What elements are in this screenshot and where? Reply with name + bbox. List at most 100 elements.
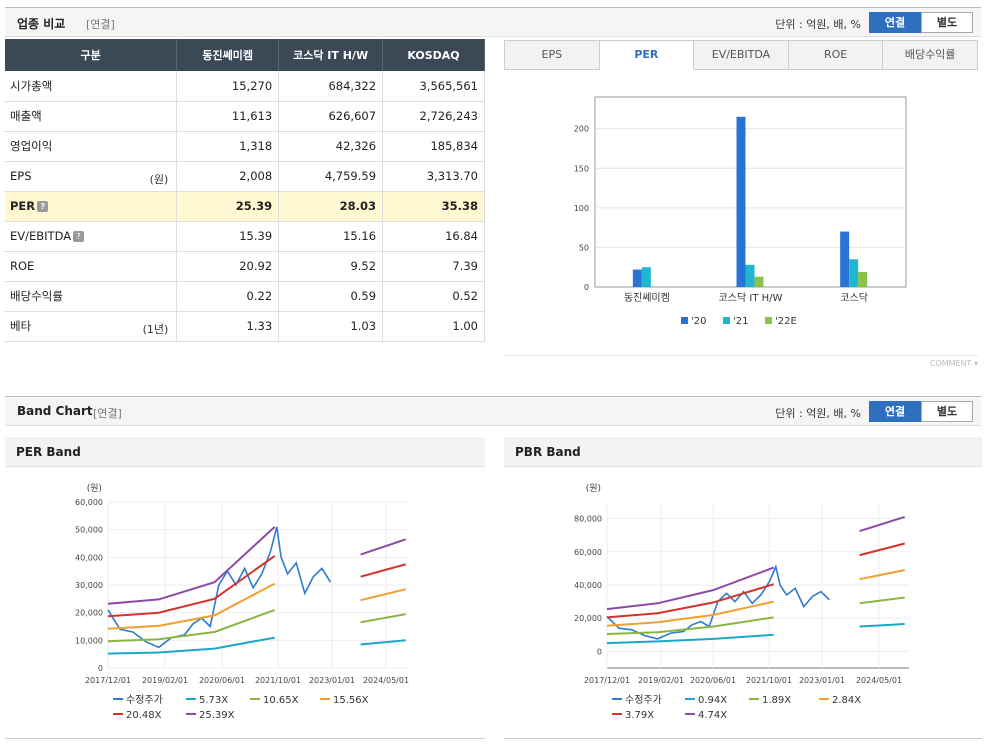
series-line-forecast-2.84X [859, 569, 905, 581]
y-tick-label: 20,000 [75, 609, 103, 618]
legend-label: 0.94X [698, 695, 727, 706]
table-header-row: 구분 동진쎄미켐 코스닥 IT H/W KOSDAQ [5, 39, 485, 71]
x-tick-label: 2021/10/01 [746, 676, 792, 685]
table-cell: 16.84 [382, 221, 485, 252]
tab-per[interactable]: PER [599, 40, 695, 70]
y-tick-label: 50 [579, 243, 589, 252]
row-label: 영업이익 [10, 139, 53, 153]
x-tick-label: 2019/02/01 [142, 676, 188, 685]
band-toggle-consolidated[interactable]: 연결 [869, 401, 921, 422]
table-cell: 7.39 [382, 251, 485, 282]
legend-label: 수정주가 [126, 694, 163, 706]
toggle-separate[interactable]: 별도 [921, 12, 973, 33]
row-label-cell: PER? [5, 191, 178, 222]
y-tick-label: 60,000 [75, 498, 103, 507]
band-subtitle: [연결] [93, 407, 122, 420]
row-label-cell: 배당수익률 [5, 281, 178, 312]
legend-label: '20 [691, 316, 706, 327]
table-row: 매출액 11,613 626,607 2,726,243 [5, 101, 485, 132]
tab-ev-ebitda[interactable]: EV/EBITDA [694, 40, 789, 70]
table-cell: 11,613 [176, 101, 280, 132]
tab-dividend-yield[interactable]: 배당수익률 [883, 40, 978, 70]
col-header: KOSDAQ [382, 39, 485, 71]
industry-compare-header: 업종 비교 [연결] 단위 : 억원, 배, % 연결 별도 [5, 7, 981, 37]
y-tick-label: 100 [574, 204, 589, 213]
help-icon[interactable]: ? [37, 201, 49, 212]
x-tick-label: 2024/05/01 [856, 676, 902, 685]
series-line-forecast-5.73X [360, 639, 406, 646]
series-line-forecast-15.56X [360, 588, 406, 602]
y-tick-label: 80,000 [574, 515, 602, 524]
legend-label: 2.84X [832, 695, 861, 706]
row-label: 베타 [10, 319, 32, 333]
per-bar-chart: 0 50 100 150 200 동진쎄미켐 코스닥 IT H/W 코스닥 '20 '21 '22E [574, 96, 907, 327]
x-tick-label: 2023/01/01 [309, 676, 355, 685]
series-line-forecast-3.79X [859, 542, 905, 557]
series-line-forecast-4.74X [859, 515, 906, 533]
table-cell: 3,565,561 [382, 71, 485, 102]
y-axis-label: (원) [87, 483, 102, 494]
series-line-5.73X [107, 636, 275, 655]
y-tick-label: 150 [574, 164, 589, 173]
y-tick-label: 50,000 [75, 526, 103, 535]
bar-20-0 [632, 269, 642, 287]
legend-label: 1.89X [762, 695, 791, 706]
table-cell: 3,313.70 [382, 161, 485, 192]
tab-roe[interactable]: ROE [788, 40, 884, 70]
x-tick-label: 2017/12/01 [584, 676, 630, 685]
help-icon[interactable]: ? [73, 231, 85, 242]
table-row: ROE 20.92 9.52 7.39 [5, 251, 485, 282]
y-tick-label: 200 [574, 125, 589, 134]
legend-label: '22E [775, 316, 797, 327]
legend-label: 25.39X [199, 710, 235, 721]
bar-21-0 [641, 267, 651, 287]
legend-label: 5.73X [199, 695, 228, 706]
table-cell: 0.52 [382, 281, 485, 312]
band-unit-label: 단위 : 억원, 배, % [775, 407, 861, 420]
series-line-forecast-25.39X [360, 538, 407, 556]
band-toggle-separate[interactable]: 별도 [921, 401, 973, 422]
legend-label: 15.56X [333, 695, 369, 706]
toggle-consolidated[interactable]: 연결 [869, 12, 921, 33]
bar-21-1 [745, 264, 755, 287]
comment-link[interactable]: COMMENT ▾ [930, 359, 978, 368]
table-cell: 28.03 [278, 191, 384, 222]
table-row: 배당수익률 0.22 0.59 0.52 [5, 281, 485, 312]
y-tick-label: 10,000 [75, 636, 103, 645]
y-tick-label: 0 [98, 664, 103, 673]
legend-label: 수정주가 [625, 694, 662, 706]
row-label: 시가총액 [10, 78, 53, 93]
tab-eps[interactable]: EPS [504, 40, 600, 70]
x-tick-label: 2020/06/01 [690, 676, 736, 685]
consolidated-toggle: 연결 별도 [869, 12, 973, 33]
x-tick-label: 2017/12/01 [85, 676, 131, 685]
section-subtitle: [연결] [86, 18, 115, 31]
table-cell: 2,008 [176, 161, 280, 192]
legend-label: 20.48X [126, 710, 162, 721]
comment-label: COMMENT [929, 359, 972, 368]
series-line-0.94X [606, 633, 774, 645]
bar-20-2 [840, 231, 850, 287]
series-line-2.84X [606, 600, 774, 627]
section-title: 업종 비교 [17, 17, 66, 31]
row-label-cell: 베타 (1년) [5, 311, 178, 342]
metric-tabs: EPS PER EV/EBITDA ROE 배당수익률 [504, 40, 978, 70]
x-tick-label: 동진쎄미켐 [624, 292, 670, 304]
y-tick-label: 40,000 [75, 553, 103, 562]
x-tick-label: 2021/10/01 [255, 676, 301, 685]
table-row: 시가총액 15,270 684,322 3,565,561 [5, 71, 485, 102]
table-row: EPS (원) 2,008 4,759.59 3,313.70 [5, 161, 485, 192]
series-line-4.74X [606, 566, 775, 611]
col-header: 코스닥 IT H/W [278, 39, 384, 71]
table-cell: 1.33 [176, 311, 280, 342]
band-consolidated-toggle: 연결 별도 [869, 401, 973, 422]
bar-21-2 [849, 259, 859, 287]
chevron-down-icon: ▾ [973, 359, 978, 368]
bar-22E-2 [858, 271, 868, 287]
row-label: 배당수익률 [10, 289, 63, 303]
y-tick-label: 30,000 [75, 581, 103, 590]
table-cell: 0.22 [176, 281, 280, 312]
table-cell: 15.16 [278, 221, 384, 252]
x-tick-label: 2023/01/01 [799, 676, 845, 685]
x-tick-label: 2020/06/01 [199, 676, 245, 685]
